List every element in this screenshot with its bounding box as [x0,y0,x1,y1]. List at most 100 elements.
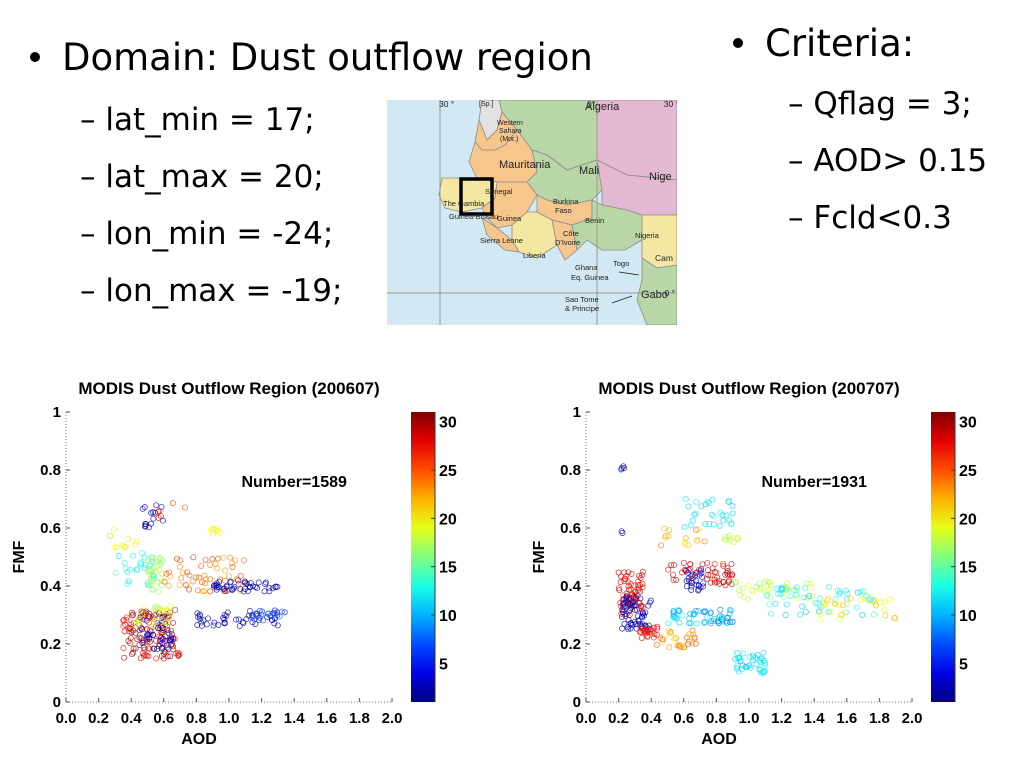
scatter-point [177,557,183,564]
scatter-point [687,522,694,529]
scatter-point [186,586,192,593]
scatter-point [750,587,757,594]
scatter-point [711,561,718,568]
scatter-point [679,642,686,649]
scatter-point [142,523,149,530]
scatter-point [821,602,827,609]
scatter-point [672,613,678,620]
scatter-point [726,610,733,617]
scatter-point [843,596,850,603]
scatter-point [230,585,237,592]
scatter-plot-200707: MODIS Dust Outflow Region (200707) 0.0 0.2… [520,372,990,752]
scatter-point [666,527,673,534]
colorbar-tick-label: 10 [439,608,457,625]
scatter-point [121,559,128,566]
map-label: Western [497,120,523,127]
y-axis-label: FMF [11,540,28,573]
scatter-point [148,554,155,561]
scatter-point [720,562,727,569]
scatter-point [209,556,216,563]
scatter-point [720,578,727,585]
scatter-point [139,626,146,632]
scatter-point [666,630,673,637]
scatter-point [694,537,701,544]
scatter-point [742,663,749,670]
scatter-point [687,561,694,568]
scatter-point [157,606,164,613]
scatter-point [692,510,699,517]
scatter-point [720,517,727,524]
scatter-point [665,620,672,627]
scatter-point [729,571,736,578]
scatter-point [716,522,723,529]
scatter-point [763,592,770,599]
scatter-point [676,607,683,614]
scatter-point [726,532,733,539]
scatter-point [138,624,145,631]
scatter-point [832,596,839,603]
scatter-point [807,580,813,587]
sierra-leone-liberia-region [481,217,520,253]
scatter-point [233,576,240,583]
scatter-points [615,463,899,676]
scatter-point [154,508,161,515]
scatter-point [702,521,709,528]
x-tick-label: 0.6 [153,710,174,727]
scatter-point [711,579,718,586]
scatter-point [707,579,714,586]
scatter-point [828,609,835,615]
scatter-point [739,662,746,669]
x-tick-label: 0.0 [576,710,597,727]
x-tick-label: 1.6 [836,710,857,727]
scatter-point [838,612,845,619]
scatter-point [135,617,142,624]
scatter-point [793,592,800,598]
scatter-point [143,617,150,624]
scatter-point [761,668,768,674]
scatter-point [215,555,221,562]
domain-item-lon-min: – lon_min = -24; [80,216,334,252]
scatter-point [685,567,692,573]
scatter-point [877,599,884,606]
scatter-point [120,623,127,630]
scatter-point [240,557,247,564]
scatter-point [628,570,635,577]
map-label: Sahara [499,128,522,135]
scatter-point [203,576,210,583]
scatter-point [842,609,849,616]
scatter-point [672,634,679,641]
scatter-point [133,617,140,624]
scatter-point [259,608,266,615]
scatter-point [825,608,832,615]
scatter-point [120,617,127,624]
scatter-point [859,611,866,618]
scatter-point [636,572,643,579]
scatter-point [645,602,652,609]
x-axis-label: AOD [181,731,217,748]
scatter-point [702,619,708,626]
scatter-point [748,588,755,595]
scatter-point [239,619,246,626]
scatter-point [692,607,699,614]
scatter-point [679,612,686,619]
scatter-point [152,616,158,623]
scatter-point [757,585,764,592]
x-tick-label: 1.2 [771,710,792,727]
scatter-point [130,611,137,618]
scatter-point [160,655,167,662]
scatter-point [729,510,736,517]
scatter-point [179,569,186,576]
scatter-point [264,610,271,617]
scatter-point [733,650,740,656]
scatter-point [157,637,164,644]
scatter-point [137,613,143,619]
scatter-point [123,616,130,623]
scatter-point [232,557,239,564]
scatter-point [749,657,756,664]
scatter-point [711,616,718,622]
scatter-point [617,579,624,586]
scatter-point [111,544,118,551]
scatter-point [155,624,162,631]
scatter-point [148,578,155,585]
scatter-point [107,532,113,539]
